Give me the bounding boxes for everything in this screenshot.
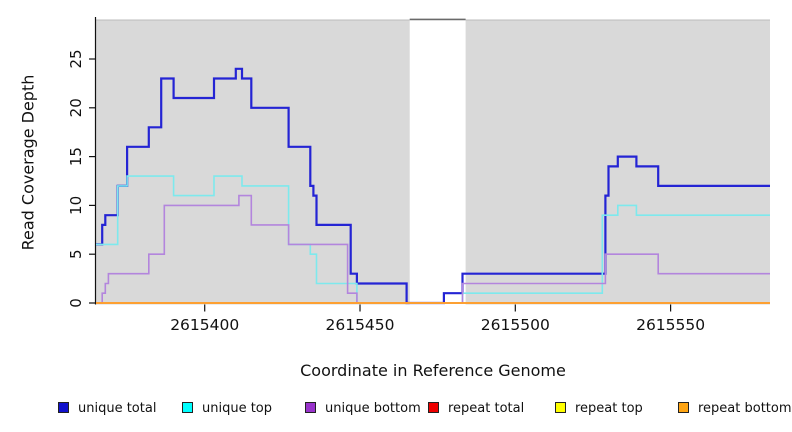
legend-label: repeat bottom — [698, 401, 792, 416]
legend-item-repeat-top: repeat top — [555, 399, 643, 416]
y-tick-label: 15 — [67, 147, 85, 166]
legend-item-repeat-total: repeat total — [428, 399, 525, 416]
legend-swatch-repeat-top — [555, 402, 566, 413]
highlight-band — [409, 19, 466, 305]
legend-swatch-repeat-total — [428, 402, 439, 413]
x-tick-label: 2615500 — [481, 316, 550, 334]
legend-item-unique-top: unique top — [182, 399, 273, 416]
y-tick-label: 25 — [67, 49, 85, 68]
legend-label: repeat total — [448, 401, 525, 416]
y-tick-label: 10 — [67, 196, 85, 215]
series-line-unique-total — [96, 67, 770, 305]
legend-swatch-unique-top — [182, 402, 193, 413]
x-tick-label: 2615550 — [636, 316, 705, 334]
legend-swatch-unique-total — [58, 402, 69, 413]
legend-item-unique-total: unique total — [58, 399, 157, 416]
series-line-unique-top — [96, 175, 770, 304]
series-line-unique-bottom — [96, 194, 770, 304]
legend-label: unique bottom — [325, 401, 421, 416]
legend-label: unique top — [202, 401, 273, 416]
legend-label: repeat top — [575, 401, 643, 416]
legend-swatch-unique-bottom — [305, 402, 316, 413]
y-tick-label: 5 — [67, 249, 85, 259]
y-axis-title: Read Coverage Depth — [18, 74, 38, 251]
legend-swatch-repeat-bottom — [678, 402, 689, 413]
legend: unique total unique top unique bottom repea… — [0, 399, 792, 419]
y-tick-label: 20 — [67, 98, 85, 117]
legend-item-repeat-bottom: repeat bottom — [678, 399, 792, 416]
y-tick-label: 0 — [67, 298, 85, 308]
legend-label: unique total — [78, 401, 157, 416]
x-tick-label: 2615450 — [325, 316, 394, 334]
x-axis-title: Coordinate in Reference Genome — [300, 361, 566, 380]
x-tick-label: 2615400 — [170, 316, 239, 334]
legend-item-unique-bottom: unique bottom — [305, 399, 421, 416]
